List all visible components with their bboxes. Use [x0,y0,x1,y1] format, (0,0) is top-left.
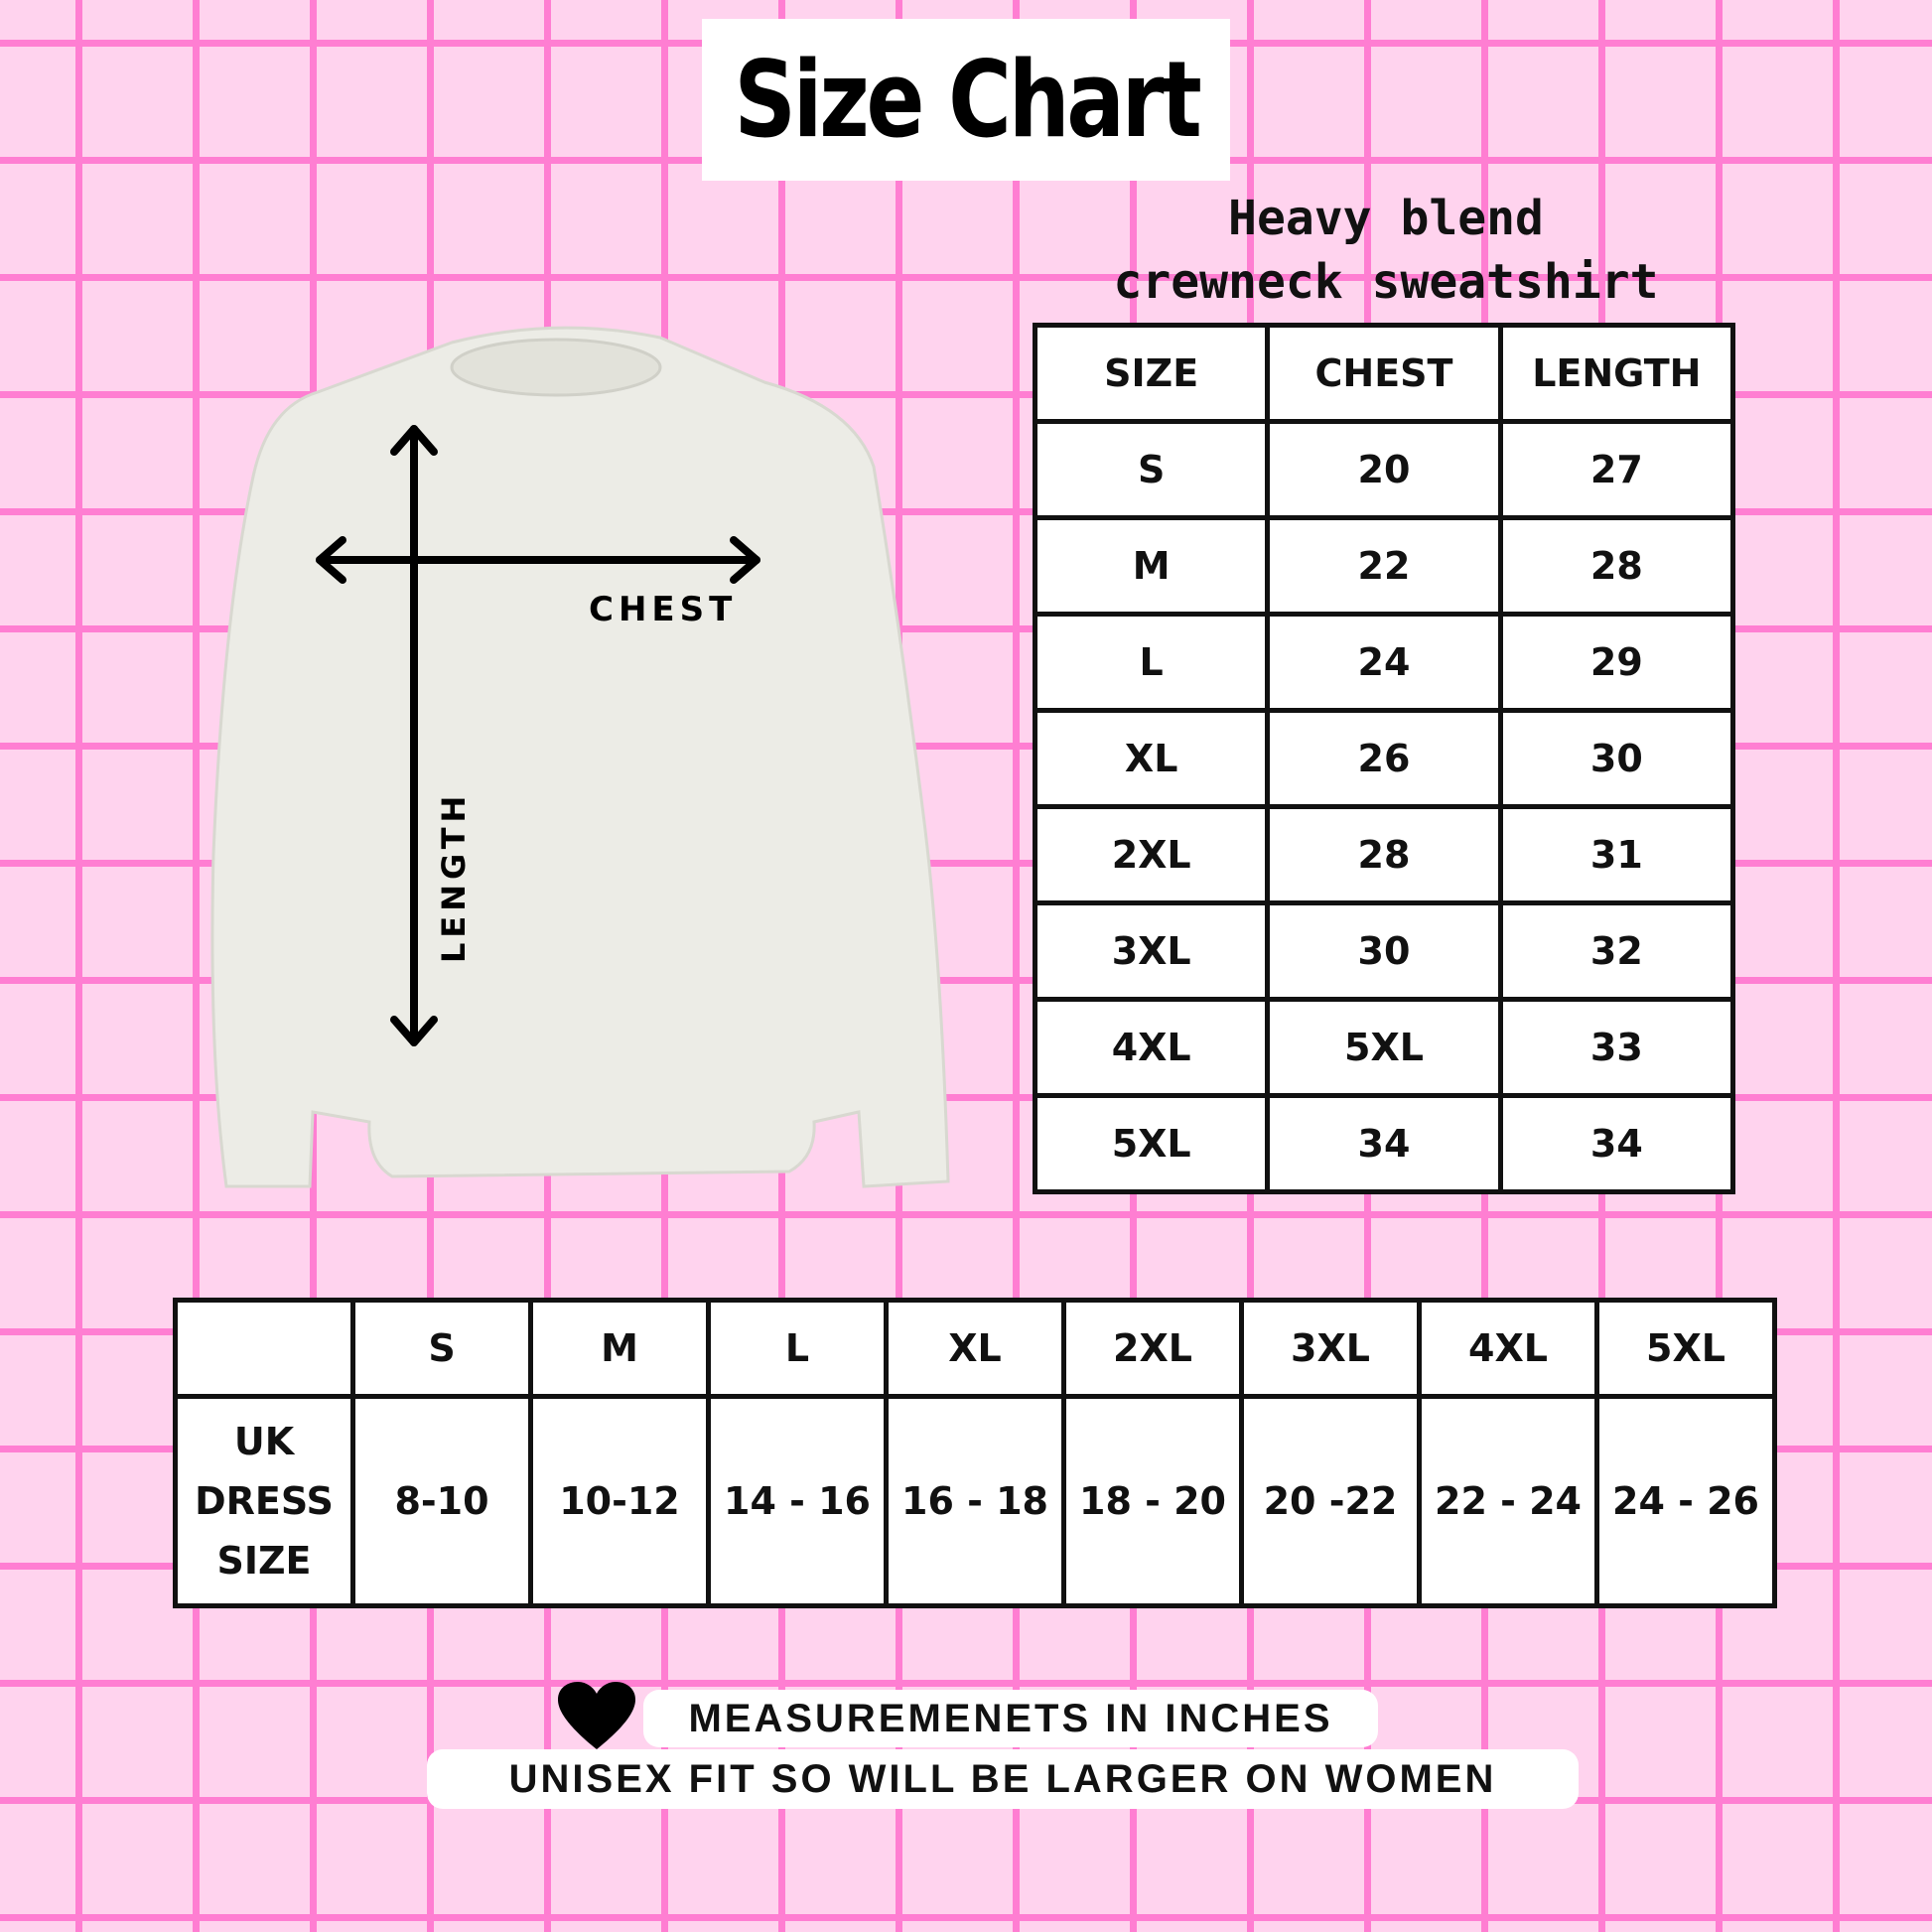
table-cell: 3XL [1032,900,1271,1002]
header-cell: 3XL [1239,1298,1422,1399]
row-label-line: UK [233,1420,295,1463]
header-cell: 4XL [1417,1298,1599,1399]
header-cell: CHEST [1265,323,1503,424]
header-cell: LENGTH [1497,323,1736,424]
table-cell: M [1032,515,1271,617]
length-arrow-head-bottom [390,1016,438,1046]
table-cell: 20 [1265,419,1503,520]
sweatshirt-image [210,326,950,1188]
table-row: 4XL 5XL 33 [1032,997,1736,1098]
uk-dress-size-label: UK DRESS SIZE [173,1394,355,1608]
page-title-text: Size Chart [733,39,1201,161]
table-cell: 33 [1497,997,1736,1098]
table-cell: 10-12 [528,1394,711,1608]
table-cell: 34 [1497,1093,1736,1194]
header-cell: 5XL [1594,1298,1777,1399]
heart-icon [558,1682,635,1749]
header-cell: 2XL [1061,1298,1244,1399]
table-cell: L [1032,612,1271,713]
table-row: L 24 29 [1032,612,1736,713]
table-row: 2XL 28 31 [1032,804,1736,905]
header-cell [173,1298,355,1399]
table-row: XL 26 30 [1032,708,1736,809]
table-cell: 2XL [1032,804,1271,905]
subtitle-line2: crewneck sweatshirt [1113,254,1659,310]
table-cell: 22 - 24 [1417,1394,1599,1608]
length-arrow-head-top [390,425,438,456]
table-cell: 24 [1265,612,1503,713]
row-label-line: SIZE [216,1539,312,1583]
note-unisex-fit: UNISEX FIT SO WILL BE LARGER ON WOMEN [427,1749,1579,1809]
length-label: LENGTH [435,791,473,963]
page-title: Size Chart [702,19,1230,181]
table-cell: 27 [1497,419,1736,520]
table-cell: 28 [1497,515,1736,617]
header-cell: L [706,1298,889,1399]
table-cell: 32 [1497,900,1736,1002]
sweatshirt-collar [450,338,662,397]
table-cell: 26 [1265,708,1503,809]
table-row: S 20 27 [1032,419,1736,520]
table-row: UK DRESS SIZE 8-10 10-12 14 - 16 16 - 18 18 - … [173,1394,1777,1608]
subtitle-line1: Heavy blend [1228,191,1544,246]
header-cell: XL [884,1298,1066,1399]
chest-label: CHEST [589,590,737,629]
table-cell: 22 [1265,515,1503,617]
table-cell: 20 -22 [1239,1394,1422,1608]
note-measurements: MEASUREMENETS IN INCHES [643,1690,1378,1747]
chest-arrow-head-left [316,536,346,584]
table-cell: 14 - 16 [706,1394,889,1608]
table-cell: 5XL [1032,1093,1271,1194]
table-cell: 28 [1265,804,1503,905]
table-cell: 18 - 20 [1061,1394,1244,1608]
table-cell: 30 [1265,900,1503,1002]
table-cell: S [1032,419,1271,520]
uk-size-table: S M L XL 2XL 3XL 4XL 5XL UK DRESS SIZE 8-10 10-12 1… [173,1298,1777,1608]
table-cell: 4XL [1032,997,1271,1098]
chest-arrow-head-right [730,536,760,584]
row-label-line: DRESS [195,1479,334,1523]
header-cell: S [350,1298,533,1399]
table-row: 3XL 30 32 [1032,900,1736,1002]
table-cell: 8-10 [350,1394,533,1608]
table-cell: 30 [1497,708,1736,809]
table-cell: 34 [1265,1093,1503,1194]
table-cell: XL [1032,708,1271,809]
table-row: 5XL 34 34 [1032,1093,1736,1194]
table-cell: 16 - 18 [884,1394,1066,1608]
measurement-table: SIZE CHEST LENGTH S 20 27 M 22 28 L 24 29 XL 26 30 2XL… [1032,323,1736,1194]
table-cell: 5XL [1265,997,1503,1098]
table-cell: 31 [1497,804,1736,905]
table-row: M 22 28 [1032,515,1736,617]
table-header-row: SIZE CHEST LENGTH [1032,323,1736,424]
header-cell: M [528,1298,711,1399]
header-cell: SIZE [1032,323,1271,424]
table-cell: 29 [1497,612,1736,713]
sweatshirt-diagram: CHEST LENGTH [210,326,950,1188]
table-header-row: S M L XL 2XL 3XL 4XL 5XL [173,1298,1777,1399]
table-cell: 24 - 26 [1594,1394,1777,1608]
